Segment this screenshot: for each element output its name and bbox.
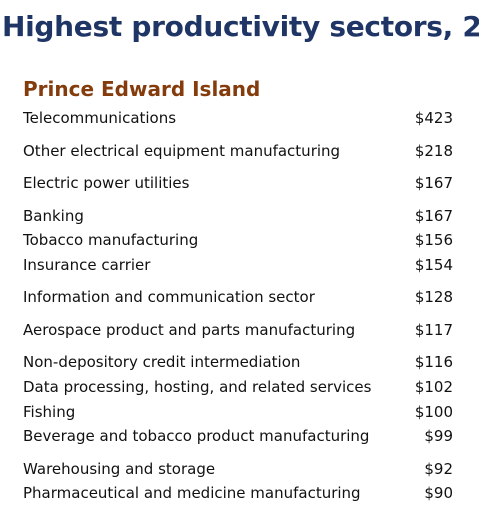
sector-value: $92 (424, 460, 453, 478)
sector-value: $167 (414, 207, 453, 225)
sector-name: Telecommunications (23, 109, 177, 127)
sector-name: Electric power utilities (23, 174, 190, 192)
title: Highest productivity sectors, 2024 (2, 10, 479, 43)
sector-value: $167 (414, 174, 453, 192)
sector-name: Pharmaceutical and medicine manufacturin… (23, 484, 361, 502)
sector-value: $99 (424, 427, 453, 445)
sector-value: $128 (414, 288, 453, 306)
sector-name: Tobacco manufacturing (23, 231, 199, 249)
sector-value: $156 (414, 231, 453, 249)
sector-name: Warehousing and storage (23, 460, 216, 478)
sector-value: $218 (414, 142, 453, 160)
sector-value: $116 (414, 353, 453, 371)
sector-name: Banking (23, 207, 84, 225)
sector-name: Fishing (23, 403, 76, 421)
sector-name: Information and communication sector (23, 288, 315, 306)
sector-value: $154 (414, 256, 453, 274)
sector-value: $423 (414, 109, 453, 127)
sector-name: Data processing, hosting, and related se… (23, 378, 372, 396)
sector-name: Beverage and tobacco product manufacturi… (23, 427, 370, 445)
sector-value: $102 (414, 378, 453, 396)
sector-name: Insurance carrier (23, 256, 151, 274)
sector-name: Aerospace product and parts manufacturin… (23, 321, 356, 339)
sector-name: Other electrical equipment manufacturing (23, 142, 341, 160)
sector-value: $100 (414, 403, 453, 421)
sector-name: Non-depository credit intermediation (23, 353, 301, 371)
region-heading: Prince Edward Island (23, 77, 261, 101)
sector-value: $117 (414, 321, 453, 339)
sector-value: $90 (424, 484, 453, 502)
